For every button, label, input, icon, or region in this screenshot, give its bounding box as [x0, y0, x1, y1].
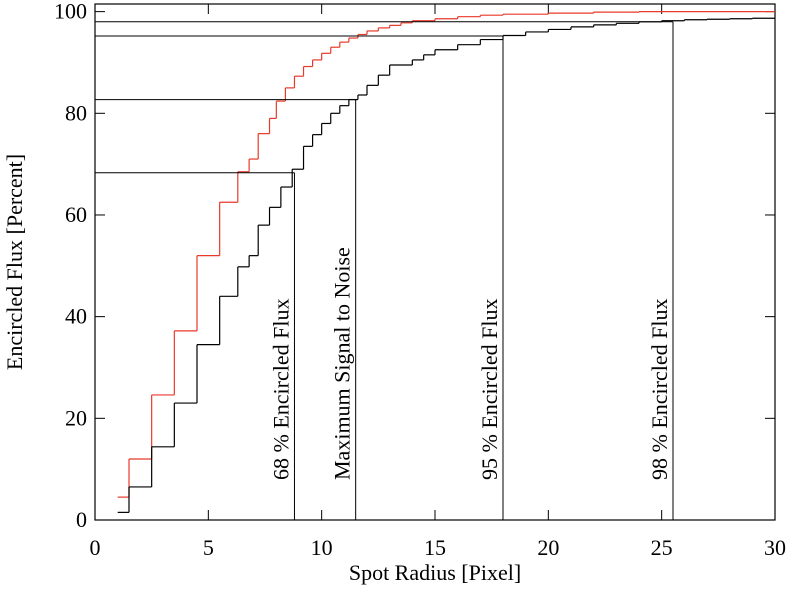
annotation-label: 68 % Encircled Flux — [268, 299, 293, 480]
annotation-label: Maximum Signal to Noise — [330, 247, 355, 480]
x-tick-label: 20 — [537, 535, 559, 560]
x-tick-label: 30 — [764, 535, 786, 560]
x-tick-label: 0 — [90, 535, 101, 560]
y-tick-label: 40 — [65, 304, 87, 329]
x-tick-label: 25 — [651, 535, 673, 560]
y-axis-label: Encircled Flux [Percent] — [2, 154, 27, 370]
y-tick-label: 80 — [65, 100, 87, 125]
x-axis-label: Spot Radius [Pixel] — [349, 560, 521, 585]
annotation-label: 98 % Encircled Flux — [647, 299, 672, 480]
x-tick-label: 10 — [311, 535, 333, 560]
x-tick-label: 15 — [424, 535, 446, 560]
y-tick-label: 0 — [76, 507, 87, 532]
x-tick-label: 5 — [203, 535, 214, 560]
annotation-label: 95 % Encircled Flux — [477, 299, 502, 480]
y-tick-label: 20 — [65, 405, 87, 430]
y-tick-label: 100 — [54, 0, 87, 24]
y-tick-label: 60 — [65, 202, 87, 227]
